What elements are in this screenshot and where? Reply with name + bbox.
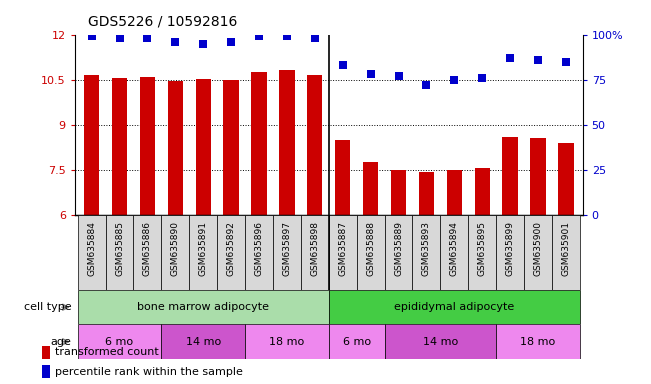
- Bar: [385, 324, 496, 359]
- Bar: [251, 72, 267, 215]
- Point: [421, 82, 432, 88]
- Bar: [161, 215, 189, 290]
- Bar: [558, 143, 574, 215]
- Bar: [357, 215, 385, 290]
- Text: 6 mo: 6 mo: [105, 337, 133, 347]
- Text: GSM635893: GSM635893: [422, 221, 431, 276]
- Text: GDS5226 / 10592816: GDS5226 / 10592816: [88, 15, 237, 29]
- Bar: [447, 170, 462, 215]
- Bar: [385, 215, 413, 290]
- Bar: [468, 215, 496, 290]
- Text: GSM635888: GSM635888: [366, 221, 375, 276]
- Point: [533, 57, 543, 63]
- Text: GSM635885: GSM635885: [115, 221, 124, 276]
- Point: [505, 55, 516, 61]
- Bar: [335, 140, 350, 215]
- Text: 6 mo: 6 mo: [342, 337, 370, 347]
- Bar: [168, 81, 183, 215]
- Text: GSM635889: GSM635889: [394, 221, 403, 276]
- Text: GSM635891: GSM635891: [199, 221, 208, 276]
- Bar: [245, 215, 273, 290]
- Point: [254, 33, 264, 40]
- Text: GSM635895: GSM635895: [478, 221, 487, 276]
- Text: age: age: [51, 337, 72, 347]
- Text: GSM635898: GSM635898: [311, 221, 319, 276]
- Point: [87, 33, 97, 40]
- Bar: [329, 324, 385, 359]
- Bar: [279, 70, 294, 215]
- Text: transformed count: transformed count: [55, 347, 159, 357]
- Point: [310, 35, 320, 41]
- Text: GSM635892: GSM635892: [227, 221, 236, 276]
- Bar: [77, 290, 329, 324]
- Point: [170, 39, 180, 45]
- Bar: [42, 346, 51, 359]
- Bar: [524, 215, 552, 290]
- Text: GSM635887: GSM635887: [339, 221, 347, 276]
- Bar: [475, 169, 490, 215]
- Text: cell type: cell type: [24, 302, 72, 312]
- Point: [142, 35, 152, 41]
- Bar: [223, 80, 239, 215]
- Point: [561, 59, 571, 65]
- Text: 14 mo: 14 mo: [186, 337, 221, 347]
- Bar: [363, 162, 378, 215]
- Bar: [329, 215, 357, 290]
- Point: [115, 35, 125, 41]
- Bar: [440, 215, 468, 290]
- Bar: [391, 170, 406, 215]
- Text: GSM635901: GSM635901: [561, 221, 570, 276]
- Text: GSM635897: GSM635897: [283, 221, 292, 276]
- Bar: [84, 75, 99, 215]
- Bar: [301, 215, 329, 290]
- Bar: [496, 215, 524, 290]
- Bar: [552, 215, 580, 290]
- Text: GSM635884: GSM635884: [87, 221, 96, 276]
- Bar: [245, 324, 329, 359]
- Text: epididymal adipocyte: epididymal adipocyte: [394, 302, 514, 312]
- Text: GSM635886: GSM635886: [143, 221, 152, 276]
- Point: [477, 75, 488, 81]
- Bar: [413, 215, 440, 290]
- Bar: [195, 79, 211, 215]
- Point: [198, 41, 208, 47]
- Bar: [133, 215, 161, 290]
- Text: GSM635890: GSM635890: [171, 221, 180, 276]
- Bar: [496, 324, 580, 359]
- Point: [393, 73, 404, 79]
- Bar: [217, 215, 245, 290]
- Point: [337, 62, 348, 68]
- Point: [282, 33, 292, 40]
- Point: [449, 77, 460, 83]
- Bar: [161, 324, 245, 359]
- Text: 18 mo: 18 mo: [520, 337, 556, 347]
- Bar: [419, 172, 434, 215]
- Bar: [112, 78, 127, 215]
- Bar: [273, 215, 301, 290]
- Bar: [531, 138, 546, 215]
- Bar: [77, 324, 161, 359]
- Bar: [77, 215, 105, 290]
- Bar: [503, 137, 518, 215]
- Text: percentile rank within the sample: percentile rank within the sample: [55, 367, 243, 377]
- Text: GSM635894: GSM635894: [450, 221, 459, 276]
- Bar: [189, 215, 217, 290]
- Text: bone marrow adipocyte: bone marrow adipocyte: [137, 302, 270, 312]
- Bar: [307, 75, 322, 215]
- Text: 14 mo: 14 mo: [422, 337, 458, 347]
- Bar: [105, 215, 133, 290]
- Text: GSM635899: GSM635899: [506, 221, 514, 276]
- Text: GSM635900: GSM635900: [534, 221, 542, 276]
- Bar: [329, 290, 580, 324]
- Bar: [140, 77, 155, 215]
- Text: 18 mo: 18 mo: [270, 337, 305, 347]
- Point: [365, 71, 376, 77]
- Bar: [42, 365, 51, 378]
- Point: [226, 39, 236, 45]
- Text: GSM635896: GSM635896: [255, 221, 264, 276]
